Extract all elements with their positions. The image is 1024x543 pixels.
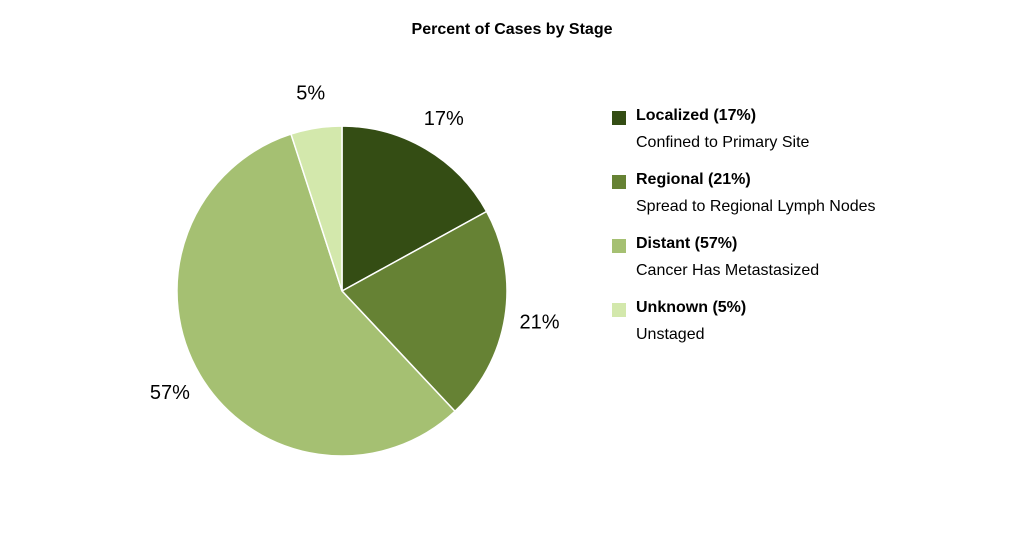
pie-slice-localized [341, 125, 488, 293]
chart-title: Percent of Cases by Stage [411, 21, 613, 38]
data-label-distant: 57% [150, 382, 190, 404]
legend-label-distant: Distant (57%) [636, 235, 738, 252]
legend-swatch-regional [612, 175, 626, 189]
data-label-unknown: 5% [296, 83, 325, 105]
chart-legend: Localized (17%) Confined to Primary Site… [612, 106, 1012, 362]
data-label-regional: 21% [519, 311, 559, 333]
data-label-localized: 17% [424, 108, 464, 130]
legend-label-regional: Regional (21%) [636, 171, 751, 188]
legend-item-distant: Distant (57%) Cancer Has Metastasized [612, 234, 1012, 298]
legend-item-regional: Regional (21%) Spread to Regional Lymph … [612, 170, 1012, 234]
legend-item-unknown: Unknown (5%) Unstaged [612, 298, 1012, 362]
pie-slice-unknown [290, 125, 343, 292]
legend-swatch-localized [612, 111, 626, 125]
legend-item-localized: Localized (17%) Confined to Primary Site [612, 106, 1012, 170]
legend-swatch-unknown [612, 303, 626, 317]
legend-swatch-distant [612, 239, 626, 253]
legend-description-regional: Spread to Regional Lymph Nodes [636, 198, 876, 215]
legend-description-distant: Cancer Has Metastasized [636, 262, 820, 279]
pie-slice-distant [176, 133, 457, 457]
legend-label-unknown: Unknown (5%) [636, 299, 747, 316]
legend-description-unknown: Unstaged [636, 326, 705, 343]
pie-slice-regional [340, 210, 508, 413]
legend-description-localized: Confined to Primary Site [636, 134, 810, 151]
legend-label-localized: Localized (17%) [636, 107, 757, 124]
